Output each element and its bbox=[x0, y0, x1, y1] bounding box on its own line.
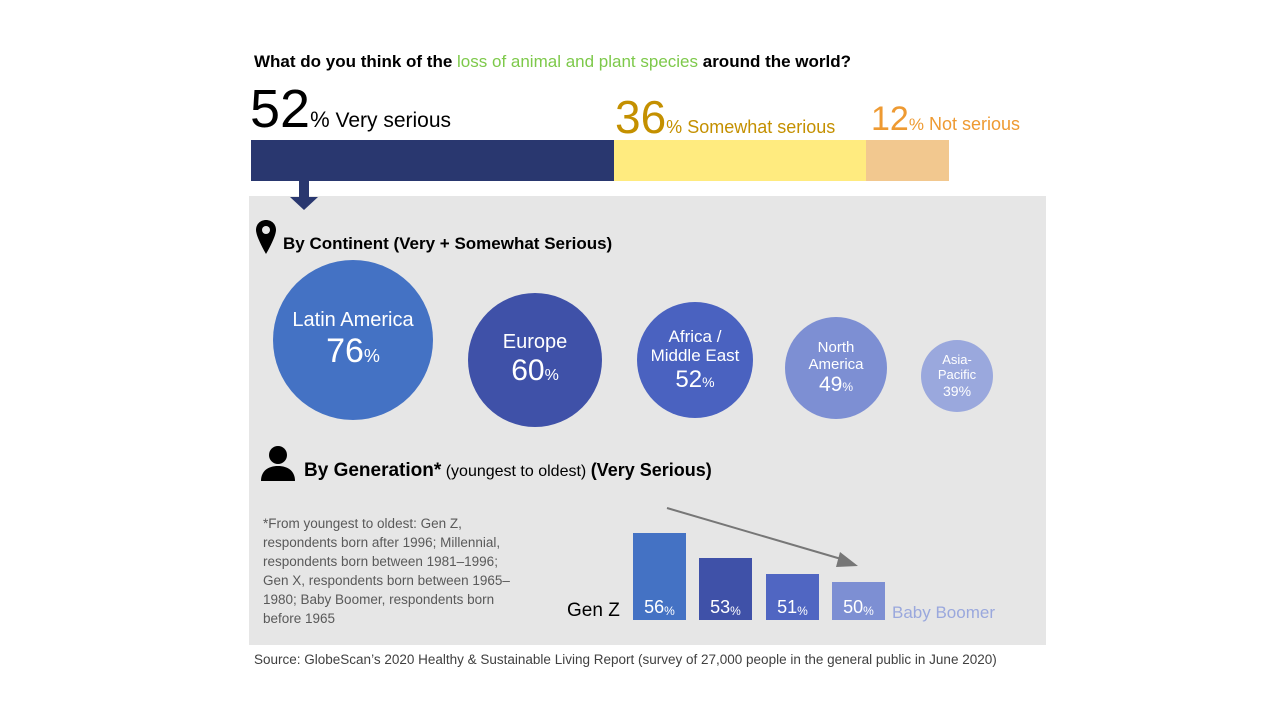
question-title: What do you think of the loss of animal … bbox=[254, 52, 851, 72]
somewhat-serious-text: Somewhat serious bbox=[682, 117, 836, 137]
pct-sign: % bbox=[363, 345, 380, 366]
not-serious-label: 12% Not serious bbox=[871, 100, 1020, 139]
generation-subtitle: (youngest to oldest) bbox=[441, 463, 591, 480]
continent-value: 60 bbox=[511, 354, 545, 388]
generation-bar: 53% bbox=[699, 557, 752, 620]
generation-footnote: *From youngest to oldest: Gen Z, respond… bbox=[263, 516, 510, 626]
bar-not-serious bbox=[866, 140, 949, 181]
question-prefix: What do you think of the bbox=[254, 52, 458, 71]
source-note: Source: GlobeScan’s 2020 Healthy & Susta… bbox=[254, 652, 997, 667]
question-suffix: around the world? bbox=[698, 52, 852, 71]
continent-name: Africa / Middle East bbox=[650, 326, 740, 366]
question-highlight: loss of animal and plant species bbox=[457, 52, 699, 71]
gen-z-label: Gen Z bbox=[567, 600, 620, 621]
pct-sign: % bbox=[664, 604, 675, 618]
baby-boomer-label: Baby Boomer bbox=[892, 603, 995, 622]
generation-title: By Generation* bbox=[304, 460, 442, 481]
down-arrow-icon bbox=[290, 180, 318, 210]
generation-qualifier: (Very Serious) bbox=[590, 460, 712, 480]
circle-europe: Europe 60% bbox=[468, 293, 602, 427]
continent-value: 52 bbox=[675, 365, 703, 393]
not-serious-text: Not serious bbox=[923, 114, 1020, 134]
bar-value-label: 51 bbox=[777, 596, 798, 617]
continent-name: Latin America bbox=[292, 308, 414, 331]
very-serious-value: 52 bbox=[250, 79, 311, 139]
circle-north-america: North America 49% bbox=[785, 317, 887, 419]
continent-name: Asia-Pacific bbox=[937, 352, 977, 382]
pct-sign: % bbox=[797, 603, 808, 618]
not-serious-value: 12 bbox=[871, 100, 909, 138]
pct-sign: % bbox=[544, 367, 559, 385]
generation-bar: 50% bbox=[832, 582, 885, 620]
bar-value-label: 53 bbox=[710, 597, 731, 617]
pct-sign: % bbox=[863, 604, 874, 618]
pct-sign: % bbox=[310, 107, 330, 132]
pct-sign: % bbox=[842, 380, 854, 395]
very-serious-text: Very serious bbox=[329, 109, 452, 132]
bar-very-serious bbox=[251, 140, 614, 181]
pct-sign: % bbox=[958, 382, 972, 399]
pct-sign: % bbox=[702, 373, 715, 390]
trend-arrow-icon bbox=[666, 507, 858, 567]
continent-value: 39 bbox=[942, 382, 959, 399]
bar-value-label: 50 bbox=[843, 597, 864, 617]
continent-section-title: By Continent (Very + Somewhat Serious) bbox=[283, 234, 613, 253]
generation-section-title: By Generation* (youngest to oldest) (Ver… bbox=[304, 460, 712, 482]
pct-sign: % bbox=[908, 115, 924, 134]
somewhat-serious-label: 36% Somewhat serious bbox=[615, 90, 835, 144]
bar-value-label: 56 bbox=[644, 597, 665, 617]
pct-sign: % bbox=[730, 604, 741, 618]
circle-asia-pacific: Asia-Pacific 39% bbox=[921, 340, 993, 412]
very-serious-label: 52% Very serious bbox=[250, 82, 451, 136]
continent-value: 49 bbox=[818, 373, 843, 397]
map-pin-icon bbox=[256, 220, 276, 254]
somewhat-serious-value: 36 bbox=[615, 91, 667, 143]
pct-sign: % bbox=[666, 117, 683, 137]
generation-bar: 51% bbox=[766, 573, 819, 620]
generation-bar: 56% bbox=[633, 533, 686, 620]
continent-value: 76 bbox=[326, 331, 364, 370]
circle-africa-middle-east: Africa / Middle East 52% bbox=[637, 302, 753, 418]
circle-latin-america: Latin America 76% bbox=[273, 260, 433, 420]
continent-name: North America bbox=[808, 338, 864, 373]
person-icon bbox=[261, 446, 295, 481]
bar-somewhat-serious bbox=[614, 140, 866, 181]
continent-name: Europe bbox=[502, 331, 568, 354]
